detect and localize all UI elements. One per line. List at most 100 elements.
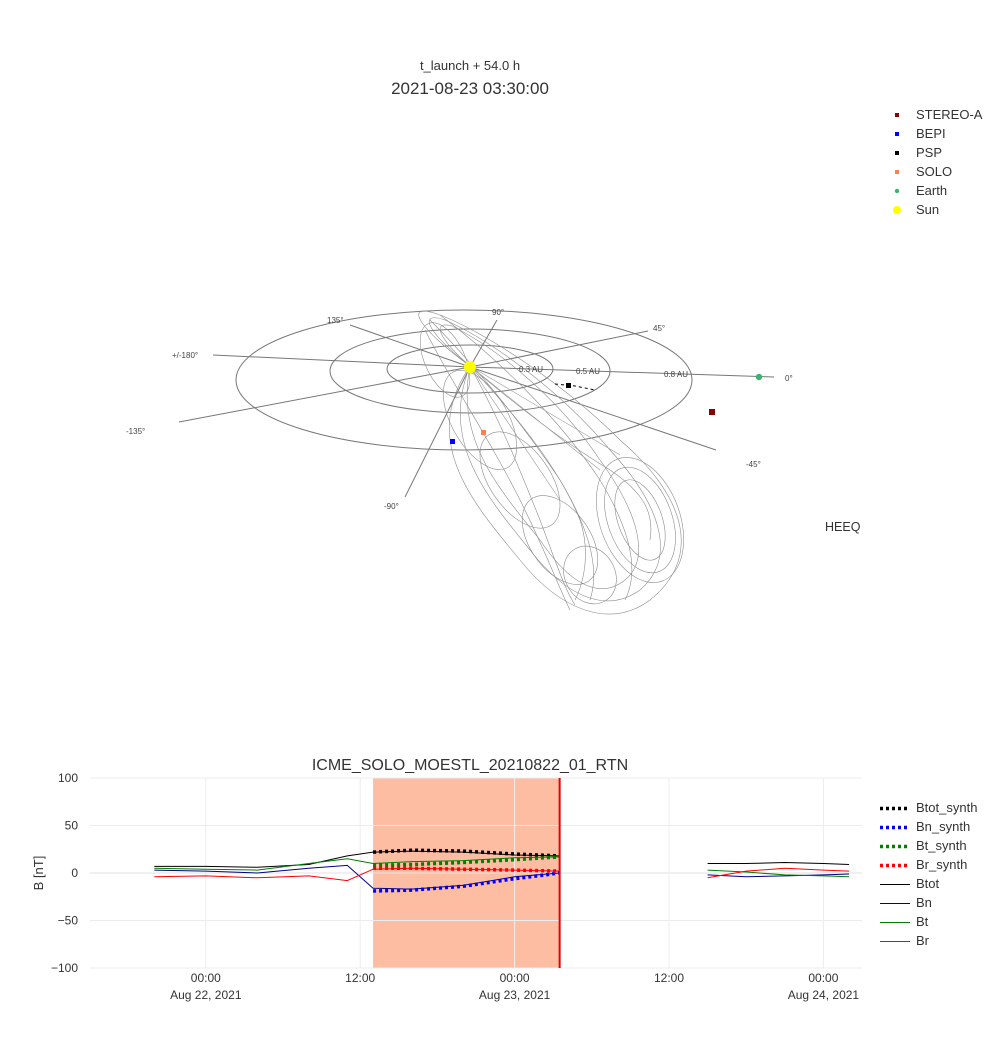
legend-label: STEREO-A — [916, 107, 983, 122]
angle-label-0: 0° — [785, 374, 793, 383]
legend-label: Bt_synth — [916, 838, 967, 853]
ring-inner — [386, 344, 554, 394]
y-tick-label: −100 — [51, 961, 78, 975]
legend-line-swatch — [880, 903, 910, 904]
legend-line-swatch — [880, 844, 910, 849]
legend-label: Sun — [916, 202, 940, 217]
y-tick-label: 100 — [58, 771, 78, 785]
chart-title: ICME_SOLO_MOESTL_20210822_01_RTN — [311, 757, 629, 774]
flux-rope-wireframe — [418, 310, 684, 615]
legend-line-swatch — [880, 884, 910, 885]
legend-label: Earth — [916, 183, 948, 198]
legend-marker-stereo-a — [895, 113, 899, 117]
x-tick-label: 12:00 — [345, 971, 375, 985]
series-line-bt — [707, 869, 850, 878]
angle-spokes — [178, 319, 775, 498]
frame-label: HEEQ — [825, 520, 861, 534]
ring-outer — [235, 309, 693, 451]
x-tick-label: 12:00 — [654, 971, 684, 985]
spoke-45 — [469, 330, 649, 368]
rope-shell-2 — [428, 317, 661, 602]
legend-label: PSP — [916, 145, 943, 160]
angle-label-90: 90° — [492, 308, 504, 317]
series-line-br-synth — [373, 866, 560, 873]
sun-marker[interactable] — [464, 361, 476, 373]
legend-line-swatch — [880, 806, 910, 811]
legend-label: Bt — [916, 914, 929, 929]
spoke-neg45 — [469, 366, 717, 451]
rope-shell-3 — [439, 324, 639, 589]
angle-label-neg135: -135° — [126, 427, 145, 436]
legend-marker-earth — [894, 188, 900, 194]
rope-crosssection-2 — [604, 466, 676, 574]
legend-marker-solo — [895, 170, 899, 174]
legend-line-swatch — [880, 863, 910, 868]
bepi-marker[interactable] — [450, 439, 455, 444]
spoke-0 — [469, 366, 775, 378]
x-tick-date-label: Aug 23, 2021 — [479, 988, 551, 1002]
rope-leg-3 — [469, 365, 576, 606]
rope-grid-2 — [439, 314, 633, 601]
legend-label: Btot_synth — [916, 800, 978, 815]
legend-label: SOLO — [916, 164, 953, 179]
orbit-scene[interactable]: 0.3 AU 0.5 AU 0.8 AU 0° 45° 90° 135° +/-… — [0, 280, 880, 640]
legend-marker-bepi — [895, 132, 899, 136]
series-line-btot — [707, 861, 850, 865]
legend-line-swatch — [880, 825, 910, 830]
series-line-bn — [707, 873, 850, 878]
series-line-bn-synth — [373, 871, 560, 893]
rope-grid-1 — [429, 319, 595, 601]
angle-label-135: 135° — [327, 316, 344, 325]
plot-subtitle: t_launch + 54.0 h — [419, 58, 521, 73]
legend-label: Br — [916, 933, 929, 948]
x-tick-label: 00:00 — [500, 971, 530, 985]
angle-label-45: 45° — [653, 324, 665, 333]
spoke-neg135 — [178, 366, 471, 423]
spoke-90 — [469, 319, 498, 368]
ring-label-08: 0.8 AU — [664, 370, 688, 379]
angle-label-neg45: -45° — [746, 460, 761, 469]
y-tick-label: −50 — [58, 914, 79, 928]
rope-crosssection-6 — [479, 431, 561, 529]
series-line-br — [707, 867, 850, 879]
earth-marker[interactable] — [755, 373, 763, 381]
spoke-135 — [349, 324, 471, 368]
x-tick-layer: 00:00 Aug 22, 2021 12:00 00:00 Aug 23, 2021 1… — [170, 971, 859, 1002]
ring-label-05: 0.5 AU — [576, 367, 600, 376]
rope-crosssection-5 — [521, 495, 599, 585]
rope-funnel — [469, 365, 621, 501]
rope-leg — [469, 365, 652, 541]
rope-grid-3 — [424, 329, 571, 611]
series-line-bt — [154, 856, 560, 871]
legend-label: Btot — [916, 876, 940, 891]
legend-marker-psp — [895, 151, 899, 155]
psp-trajectory — [554, 383, 596, 391]
rope-crosssection-7 — [443, 370, 517, 470]
legend-label: Bn_synth — [916, 819, 971, 834]
angle-label-neg90: -90° — [384, 502, 399, 511]
series-layer — [154, 848, 850, 893]
spoke-neg90 — [404, 366, 471, 498]
ring-label-03: 0.3 AU — [519, 365, 543, 374]
stereo-a-marker[interactable] — [709, 409, 715, 415]
plot-title: 2021-08-23 03:30:00 — [391, 79, 549, 98]
rope-crosssection-3 — [614, 479, 666, 561]
rope-crosssection-1 — [596, 457, 684, 583]
x-tick-date-label: Aug 24, 2021 — [788, 988, 860, 1002]
legend-label: Bn — [916, 895, 932, 910]
rope-crosssection-4 — [563, 545, 617, 605]
x-tick-label: 00:00 — [808, 971, 838, 985]
rope-outline — [418, 310, 682, 615]
orbit-labels: 0.3 AU 0.5 AU 0.8 AU 0° 45° 90° 135° +/-… — [126, 308, 793, 511]
angle-label-180: +/-180° — [172, 351, 198, 360]
legend-label: BEPI — [916, 126, 946, 141]
y-tick-label: 0 — [71, 866, 78, 880]
spoke-180 — [212, 354, 471, 368]
y-axis-label: B [nT] — [31, 856, 46, 891]
series-line-bt-synth — [373, 855, 560, 868]
y-tick-layer: 100 50 0 −50 −100 — [51, 771, 78, 975]
legend-label: Br_synth — [916, 857, 968, 872]
x-tick-label: 00:00 — [191, 971, 221, 985]
solo-marker[interactable] — [481, 430, 486, 435]
